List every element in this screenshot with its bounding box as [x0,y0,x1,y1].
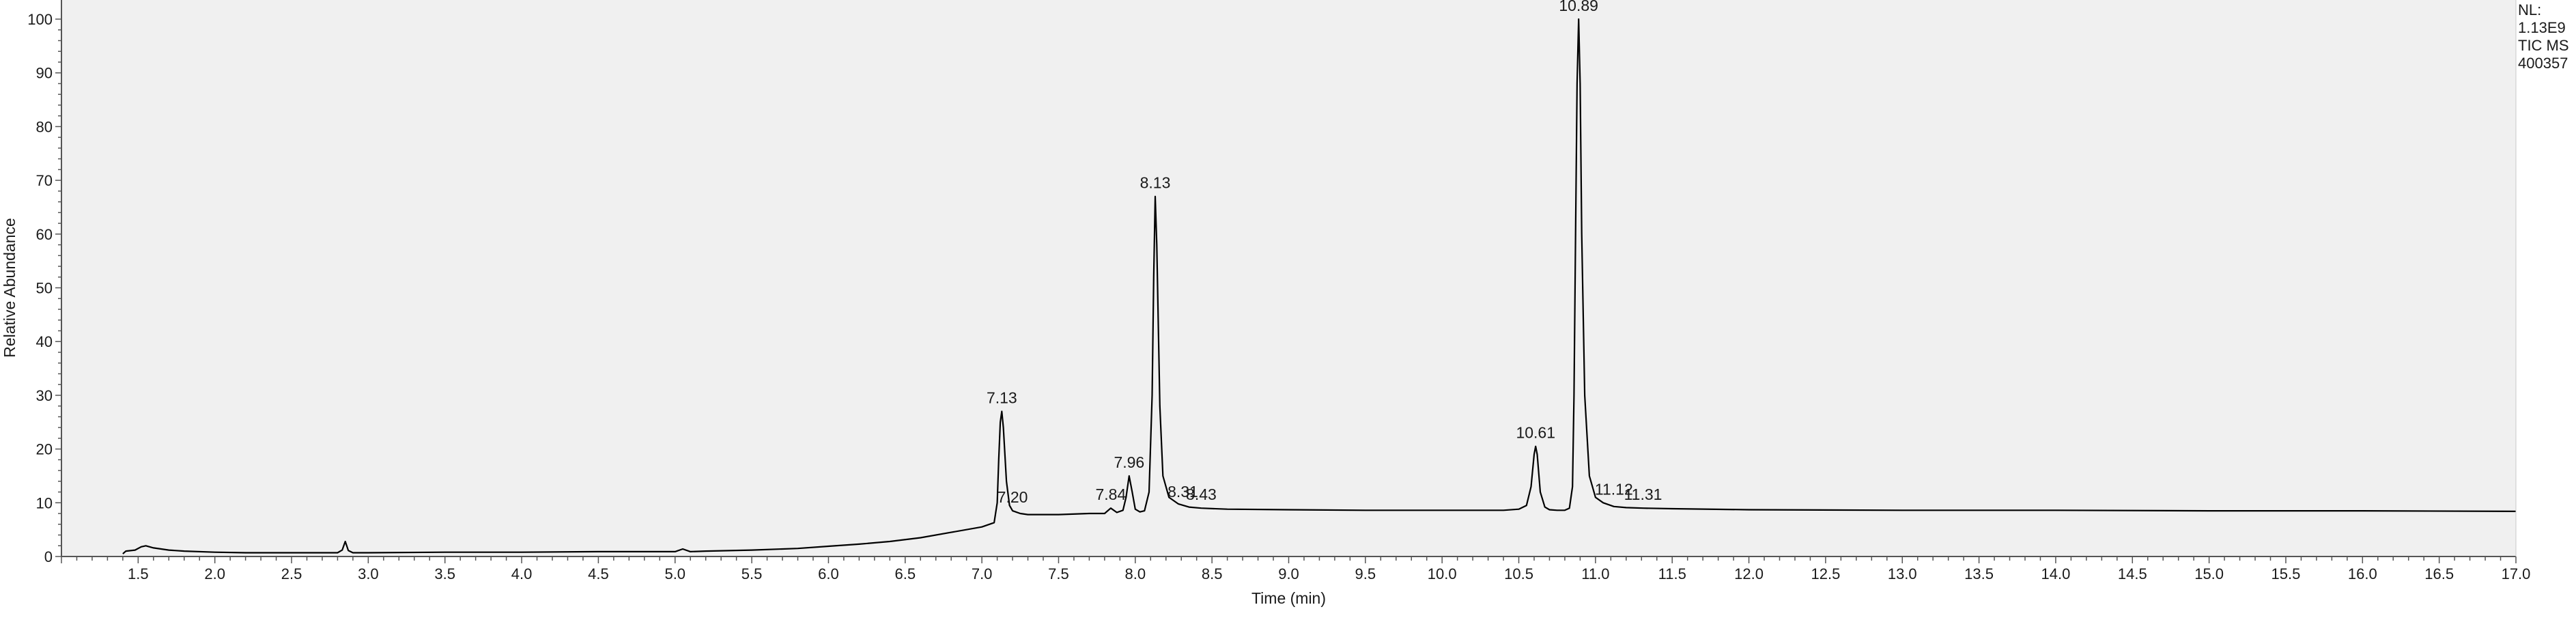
peak-label: 7.84 [1095,485,1126,503]
x-tick-label: 8.0 [1125,565,1146,582]
y-tick-label: 60 [36,226,53,243]
y-tick-label: 90 [36,65,53,82]
x-tick-label: 4.0 [511,565,533,582]
x-tick-label: 14.0 [2041,565,2071,582]
peak-label: 8.43 [1186,485,1217,503]
y-tick-label: 0 [44,548,53,565]
x-tick-label: 15.5 [2271,565,2301,582]
nl-label: NL: [2518,1,2542,18]
peak-label: 7.96 [1114,453,1144,471]
sample-id: 400357 [2518,55,2568,72]
y-tick-label: 30 [36,387,53,404]
x-tick-label: 3.5 [434,565,455,582]
x-tick-label: 16.0 [2348,565,2377,582]
x-tick-label: 14.5 [2118,565,2147,582]
y-tick-label: 70 [36,172,53,189]
x-tick-label: 12.0 [1734,565,1764,582]
x-tick-label: 2.0 [204,565,225,582]
x-tick-label: 12.5 [1811,565,1840,582]
x-tick-label: 6.0 [818,565,839,582]
series-layer [122,18,2517,554]
x-tick-label: 8.5 [1202,565,1223,582]
y-tick-label: 100 [27,11,53,28]
x-tick-label: 15.0 [2194,565,2224,582]
y-tick-label: 80 [36,118,53,135]
x-tick-label: 7.0 [972,565,993,582]
scan-filter: TIC MS [2518,37,2569,54]
x-tick-label: 1.5 [128,565,149,582]
peak-label: 7.20 [997,488,1028,506]
plot-area [61,0,2516,556]
x-tick-label: 16.5 [2424,565,2454,582]
peak-label: 7.13 [987,389,1017,407]
x-tick-label: 5.5 [741,565,763,582]
peak-label: 8.13 [1140,174,1171,192]
y-tick-label: 20 [36,441,53,458]
series-line-tic [122,18,2517,554]
x-tick-label: 3.0 [358,565,379,582]
x-tick-label: 9.0 [1278,565,1299,582]
peak-labels: 7.13 7.20 7.84 7.96 8.13 8.318.43 10.61 10.89 11… [987,0,1662,506]
x-tick-label: 17.0 [2502,565,2531,582]
peak-label: 8.31 [1167,483,1198,501]
x-tick-label: 7.5 [1048,565,1069,582]
x-tick-label: 11.0 [1581,565,1609,582]
peak-label: 11.12 [1595,480,1633,498]
x-tick-label: 5.0 [664,565,685,582]
peak-label: 11.31 [1624,485,1662,503]
peak-label: 10.61 [1516,424,1555,442]
x-axis-title: Time (min) [1251,589,1326,607]
x-tick-label: 10.0 [1428,565,1457,582]
info-panel: NL: 1.13E9 TIC MS 400357 [2518,1,2569,72]
peak-label: 10.89 [1559,0,1598,14]
y-tick-label: 50 [36,280,53,297]
y-axis-title: Relative Abundance [1,218,18,358]
y-tick-label: 10 [36,494,53,511]
x-tick-label: 2.5 [281,565,302,582]
x-tick-label: 10.5 [1504,565,1533,582]
x-tick-label: 11.5 [1658,565,1686,582]
y-axis-ticks: 0 10 20 30 40 50 60 70 80 90 100 [27,11,61,565]
nl-value: 1.13E9 [2518,19,2566,36]
x-tick-label: 6.5 [894,565,916,582]
x-tick-label: 4.5 [588,565,609,582]
x-tick-label: 9.5 [1355,565,1376,582]
y-tick-label: 40 [36,333,53,350]
x-tick-label: 13.0 [1888,565,1917,582]
x-axis-ticks: 1.5 2.0 2.5 3.0 3.5 4.0 4.5 5.0 5.5 6.0 6.5 7.0 7.5 8… [61,556,2530,582]
x-tick-label: 13.5 [1964,565,1994,582]
